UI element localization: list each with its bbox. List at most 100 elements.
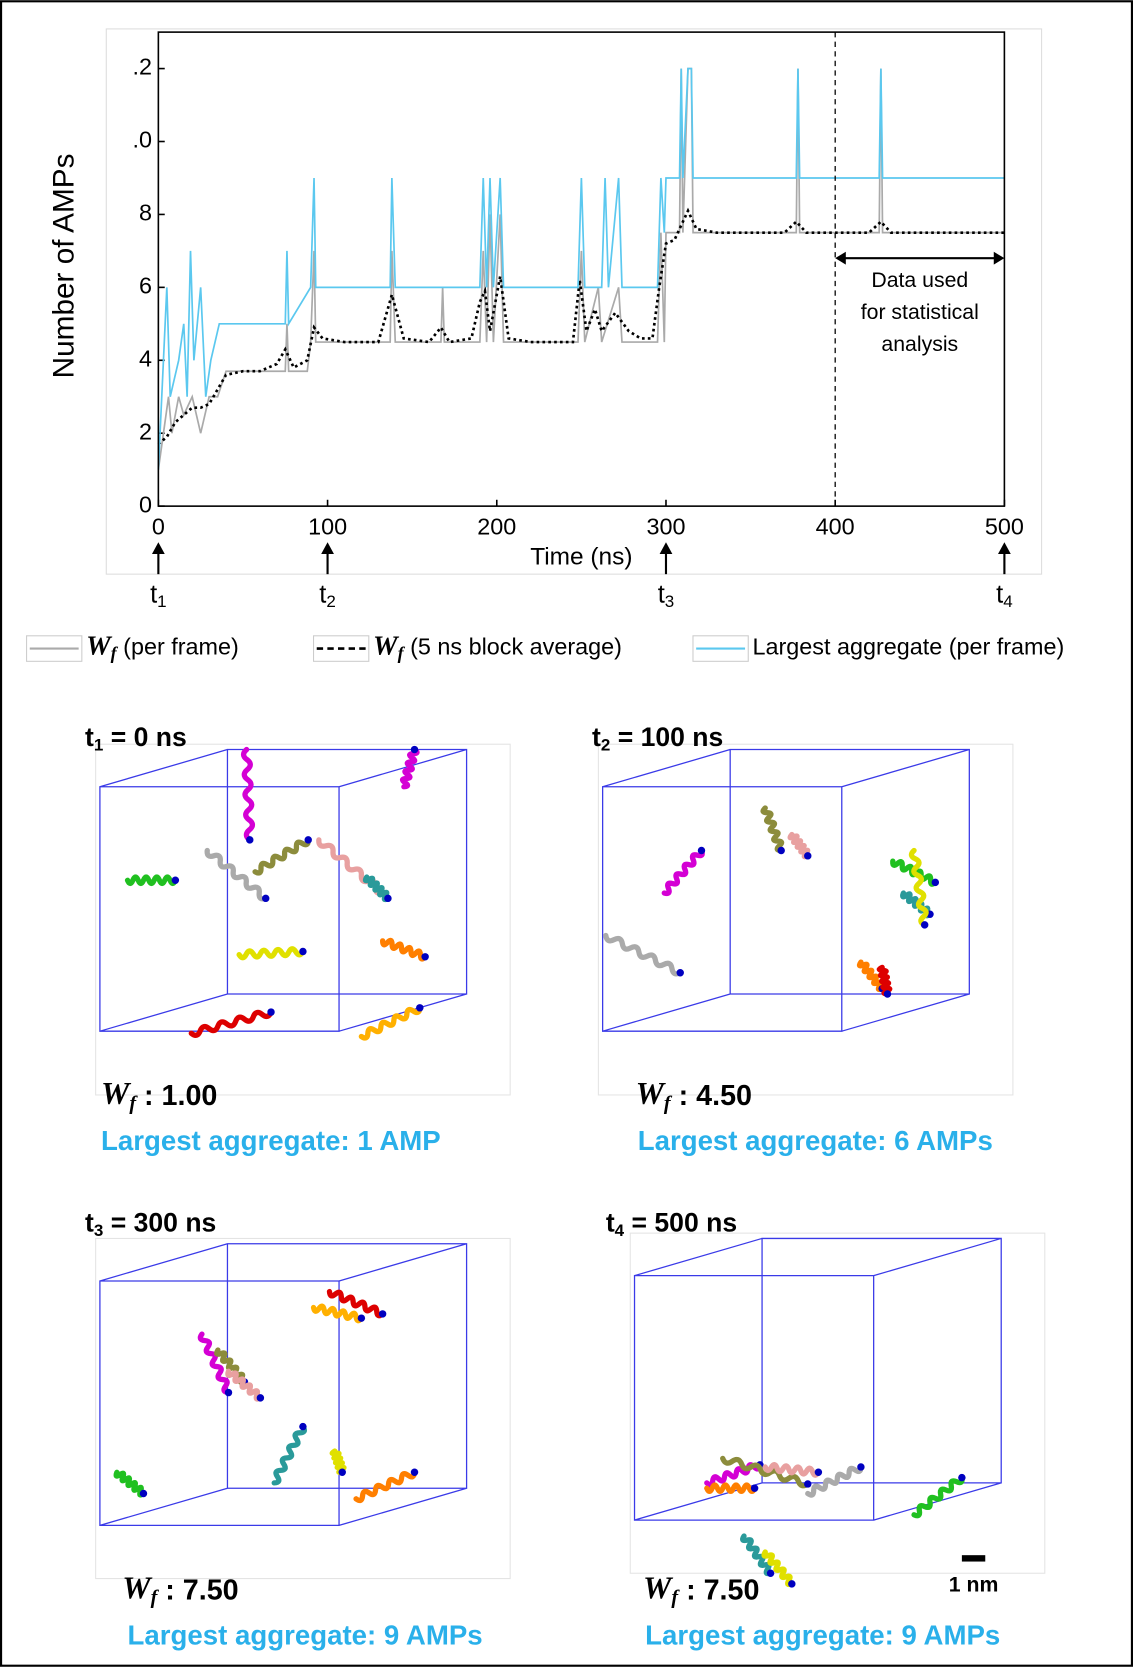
y-tick-label: .2 — [132, 54, 152, 80]
time-marker-label: t3 — [658, 580, 675, 611]
snapshot-panel: t3 = 300 ns Wf : 7.50 Largest aggregate: 9… — [85, 1208, 511, 1650]
snapshot-wf-w: W — [122, 1571, 153, 1606]
x-tick-label: 200 — [477, 514, 516, 540]
snapshot-wf-value: : 4.50 — [671, 1080, 752, 1112]
peptide — [240, 746, 256, 843]
snapshot-panel: t2 = 100 ns Wf : 4.50 Largest aggregate: 6… — [592, 722, 1014, 1156]
peptide — [740, 1533, 774, 1577]
terminus — [139, 1489, 148, 1498]
peptide — [908, 847, 929, 928]
terminus — [299, 1422, 307, 1431]
terminus — [421, 953, 429, 961]
y-tick-label: 6 — [139, 273, 152, 299]
peptide — [310, 1303, 365, 1324]
time-marker-sub: 4 — [1003, 592, 1012, 611]
legend-name: W — [373, 630, 400, 661]
peptide — [197, 1331, 232, 1396]
legend-name: W — [86, 630, 113, 661]
snapshot-wf-w: W — [643, 1571, 674, 1606]
legend-name-sub: f — [111, 643, 119, 663]
peptide — [214, 1347, 248, 1386]
terminus — [304, 836, 312, 844]
snapshot-time: t1 = 0 ns — [85, 722, 187, 755]
peptide — [362, 874, 391, 903]
snapshot-wf-sub: f — [129, 1092, 138, 1114]
terminus — [804, 1480, 812, 1488]
snapshot-time-sub: 4 — [615, 1222, 625, 1241]
snapshot-time: t2 = 100 ns — [592, 722, 723, 755]
snapshot-aggregate: Largest aggregate: 1 AMP — [101, 1125, 441, 1156]
terminus — [256, 1394, 265, 1402]
snapshot-wf-sub: f — [671, 1586, 680, 1608]
terminus — [958, 1473, 966, 1482]
snapshot-frame — [95, 743, 511, 1096]
snapshot-panel: t4 = 500 ns Wf : 7.50 Largest aggregate: 9… — [606, 1208, 1046, 1650]
peptide — [236, 946, 306, 961]
terminus — [378, 1310, 387, 1318]
terminus — [410, 745, 419, 754]
simulation-box — [633, 1237, 1002, 1521]
y-tick-label: 4 — [139, 345, 152, 371]
series-line — [157, 67, 1005, 470]
simulation-box — [99, 1243, 468, 1527]
snapshot-time: t4 = 500 ns — [606, 1208, 737, 1241]
peptide — [358, 1005, 423, 1041]
legend-name-sub: f — [398, 643, 406, 663]
time-marker-label: t1 — [150, 580, 167, 611]
snapshot-wf: Wf : 4.50 — [636, 1076, 752, 1114]
peptide — [762, 1462, 822, 1478]
peptide — [603, 932, 683, 977]
terminus — [410, 1468, 419, 1476]
peptide — [805, 1464, 864, 1498]
peptide — [225, 1368, 264, 1402]
snapshot-time-sub: 2 — [601, 736, 610, 755]
terminus — [416, 1004, 424, 1012]
snapshot-time-rest: = 0 ns — [103, 722, 186, 752]
y-tick-label: 2 — [139, 418, 152, 444]
peptide — [252, 837, 311, 876]
legend-box — [26, 635, 83, 662]
terminus — [224, 1388, 233, 1397]
snapshot-panel: t1 = 0 ns Wf : 1.00 Largest aggregate: 1 A… — [85, 722, 511, 1156]
peptide — [326, 1288, 386, 1319]
snapshot-frame — [629, 1232, 1046, 1574]
snapshot-time-rest: = 300 ns — [103, 1208, 216, 1238]
peptide — [720, 1455, 811, 1489]
time-marker-t: t — [150, 580, 157, 608]
snapshot-wf-value: : 7.50 — [678, 1574, 759, 1606]
terminus — [246, 836, 254, 844]
time-marker-label: t4 — [996, 580, 1013, 611]
snapshot-wf: Wf : 1.00 — [101, 1076, 217, 1114]
arrow-head — [659, 542, 673, 554]
terminus — [357, 1314, 366, 1322]
annotation: for statistical — [861, 300, 979, 324]
scale-bar-label: 1 nm — [949, 1573, 999, 1597]
y-tick-label: 0 — [139, 491, 152, 517]
snapshot-aggregate: Largest aggregate: 9 AMPs — [645, 1619, 1000, 1650]
terminus — [920, 921, 929, 929]
terminus — [804, 852, 812, 860]
snapshot-time-t: t — [592, 722, 601, 752]
simulation-box — [99, 748, 468, 1032]
arrow-head — [998, 542, 1011, 554]
terminus — [267, 1008, 275, 1016]
legend-box — [313, 635, 370, 662]
terminus — [931, 878, 940, 887]
terminus — [857, 1463, 865, 1471]
snapshot-wf-w: W — [101, 1076, 132, 1111]
arrow-head — [321, 542, 334, 554]
x-tick-label: 300 — [646, 514, 685, 540]
peptide — [876, 964, 893, 997]
snapshot-time-rest: = 500 ns — [624, 1208, 737, 1238]
axes-box — [157, 31, 1006, 507]
snapshot-time-t: t — [85, 1208, 94, 1238]
peptide — [900, 890, 933, 919]
time-marker-sub: 3 — [665, 592, 674, 611]
peptide — [704, 1482, 758, 1494]
arrow-head — [151, 542, 165, 554]
peptide — [661, 847, 705, 897]
peptide — [379, 937, 428, 962]
snapshot-time-rest: = 100 ns — [610, 722, 723, 752]
peptide — [353, 1469, 418, 1504]
